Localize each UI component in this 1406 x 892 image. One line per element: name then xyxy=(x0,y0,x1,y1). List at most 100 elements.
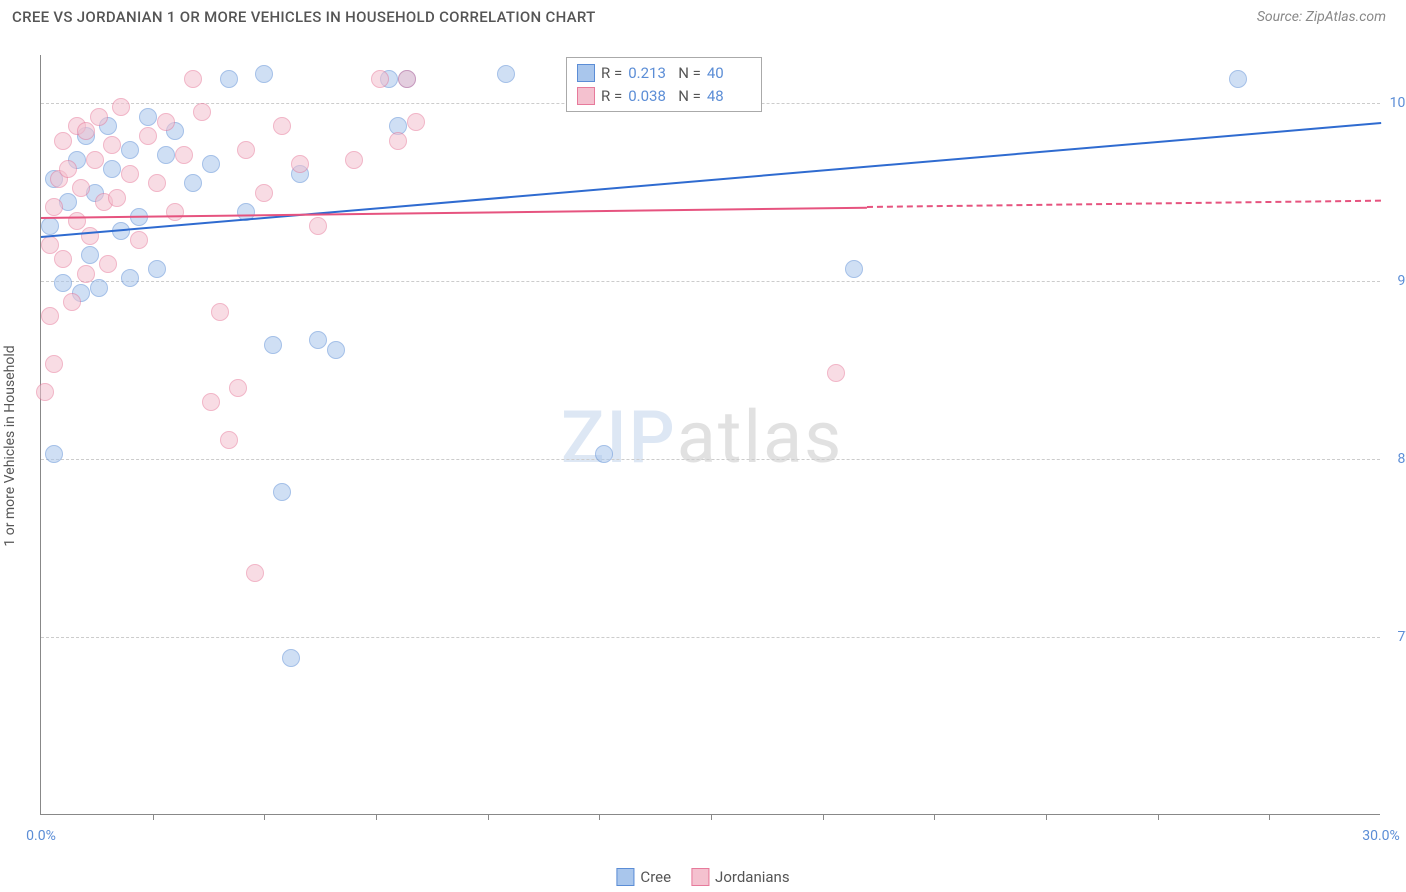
stats-box: R =0.213N =40R =0.038N =48 xyxy=(566,57,762,112)
xtick xyxy=(711,814,712,820)
title-bar: CREE VS JORDANIAN 1 OR MORE VEHICLES IN … xyxy=(0,0,1406,30)
ytick-label: 85.0% xyxy=(1385,451,1406,467)
scatter-point-jordanians xyxy=(68,212,86,230)
legend-item-cree: Cree xyxy=(616,868,671,886)
scatter-point-cree xyxy=(264,336,282,354)
scatter-point-cree xyxy=(497,65,515,83)
scatter-point-jordanians xyxy=(103,136,121,154)
scatter-point-jordanians xyxy=(193,103,211,121)
scatter-point-jordanians xyxy=(246,564,264,582)
scatter-point-cree xyxy=(255,65,273,83)
source-label: Source: ZipAtlas.com xyxy=(1257,9,1386,25)
scatter-point-cree xyxy=(273,483,291,501)
xtick xyxy=(153,814,154,820)
scatter-point-jordanians xyxy=(99,255,117,273)
y-axis-label: 1 or more Vehicles in Household xyxy=(2,345,18,546)
scatter-point-cree xyxy=(121,141,139,159)
scatter-point-jordanians xyxy=(148,174,166,192)
scatter-point-cree xyxy=(90,279,108,297)
legend-swatch xyxy=(577,87,595,105)
scatter-point-jordanians xyxy=(121,165,139,183)
scatter-point-cree xyxy=(282,649,300,667)
scatter-point-jordanians xyxy=(211,303,229,321)
scatter-point-jordanians xyxy=(54,132,72,150)
watermark-zip: ZIP xyxy=(561,395,677,480)
ytick-label: 100.0% xyxy=(1385,95,1406,111)
scatter-point-jordanians xyxy=(309,217,327,235)
scatter-point-jordanians xyxy=(81,227,99,245)
scatter-point-cree xyxy=(845,260,863,278)
scatter-point-jordanians xyxy=(72,179,90,197)
xtick xyxy=(1046,814,1047,820)
scatter-point-jordanians xyxy=(63,293,81,311)
scatter-point-jordanians xyxy=(345,151,363,169)
scatter-point-jordanians xyxy=(371,70,389,88)
scatter-point-jordanians xyxy=(202,393,220,411)
scatter-point-jordanians xyxy=(229,379,247,397)
scatter-point-cree xyxy=(121,269,139,287)
scatter-point-jordanians xyxy=(59,160,77,178)
scatter-point-jordanians xyxy=(398,70,416,88)
scatter-point-jordanians xyxy=(112,98,130,116)
scatter-point-jordanians xyxy=(45,355,63,373)
legend-swatch xyxy=(616,868,634,886)
stat-r-label: R = xyxy=(601,62,622,85)
scatter-point-jordanians xyxy=(90,108,108,126)
scatter-point-cree xyxy=(148,260,166,278)
xtick xyxy=(1269,814,1270,820)
scatter-point-jordanians xyxy=(389,132,407,150)
scatter-point-cree xyxy=(45,445,63,463)
stat-n-value: 48 xyxy=(707,85,751,108)
legend-label: Jordanians xyxy=(715,868,790,886)
trend-line xyxy=(41,122,1381,238)
xtick-label: 0.0% xyxy=(26,828,56,844)
watermark: ZIPatlas xyxy=(561,395,843,480)
xtick xyxy=(823,814,824,820)
scatter-point-cree xyxy=(54,274,72,292)
chart-area: ZIPatlas 100.0%92.5%85.0%77.5%0.0%30.0%R… xyxy=(40,55,1380,815)
gridline xyxy=(41,459,1380,460)
scatter-point-jordanians xyxy=(130,231,148,249)
gridline xyxy=(41,637,1380,638)
scatter-point-jordanians xyxy=(86,151,104,169)
scatter-point-cree xyxy=(81,246,99,264)
bottom-legend: Cree Jordanians xyxy=(616,868,789,886)
scatter-point-jordanians xyxy=(108,189,126,207)
scatter-point-cree xyxy=(595,445,613,463)
legend-swatch xyxy=(577,64,595,82)
stat-r-label: R = xyxy=(601,85,622,108)
scatter-point-jordanians xyxy=(77,122,95,140)
scatter-point-cree xyxy=(139,108,157,126)
stat-r-value: 0.213 xyxy=(628,62,672,85)
legend-label: Cree xyxy=(640,868,671,886)
ytick-label: 92.5% xyxy=(1385,273,1406,289)
scatter-point-jordanians xyxy=(157,113,175,131)
trend-line xyxy=(41,206,867,218)
scatter-point-cree xyxy=(184,174,202,192)
scatter-point-jordanians xyxy=(407,113,425,131)
scatter-point-jordanians xyxy=(54,250,72,268)
scatter-point-jordanians xyxy=(827,364,845,382)
xtick xyxy=(264,814,265,820)
scatter-point-jordanians xyxy=(166,203,184,221)
scatter-point-jordanians xyxy=(36,383,54,401)
xtick xyxy=(376,814,377,820)
scatter-point-cree xyxy=(220,70,238,88)
scatter-point-jordanians xyxy=(273,117,291,135)
scatter-point-cree xyxy=(1229,70,1247,88)
stat-r-value: 0.038 xyxy=(628,85,672,108)
stat-n-label: N = xyxy=(678,62,701,85)
scatter-point-jordanians xyxy=(139,127,157,145)
scatter-point-jordanians xyxy=(220,431,238,449)
xtick xyxy=(934,814,935,820)
scatter-point-jordanians xyxy=(175,146,193,164)
scatter-point-jordanians xyxy=(41,307,59,325)
xtick xyxy=(1158,814,1159,820)
legend-swatch xyxy=(691,868,709,886)
xtick-label: 30.0% xyxy=(1362,828,1400,844)
watermark-atlas: atlas xyxy=(677,395,844,480)
stats-row-jordanians: R =0.038N =48 xyxy=(577,85,751,108)
stats-row-cree: R =0.213N =40 xyxy=(577,62,751,85)
scatter-point-cree xyxy=(327,341,345,359)
scatter-point-cree xyxy=(41,217,59,235)
